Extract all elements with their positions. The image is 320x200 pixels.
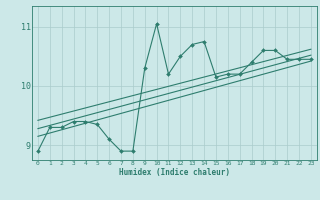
X-axis label: Humidex (Indice chaleur): Humidex (Indice chaleur)	[119, 168, 230, 177]
